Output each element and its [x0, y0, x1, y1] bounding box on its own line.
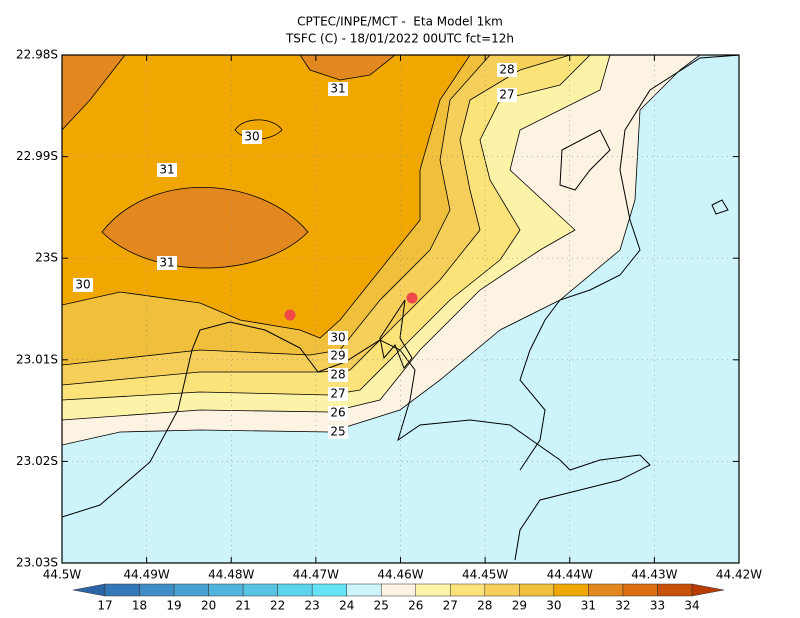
colorbar-swatch — [173, 583, 209, 597]
y-tick-label: 23.01S — [16, 352, 58, 366]
contour-label: 28 — [499, 63, 514, 77]
colorbar-swatch — [277, 583, 313, 597]
colorbar-swatch — [622, 583, 658, 597]
colorbar-label: 27 — [443, 599, 458, 613]
colorbar-label: 25 — [374, 599, 389, 613]
map: 28 27 31 30 31 31 30 30 29 28 27 26 25 — [62, 55, 739, 563]
colorbar-label: 19 — [166, 599, 181, 613]
colorbar-swatch — [346, 583, 382, 597]
colorbar-label: 24 — [339, 599, 354, 613]
colorbar-swatch — [311, 583, 347, 597]
contour-label-bg — [328, 349, 348, 363]
contour-fill — [62, 55, 126, 131]
colorbar-swatch — [208, 583, 244, 597]
colorbar-label: 23 — [305, 599, 320, 613]
colorbar-swatch — [242, 583, 278, 597]
contour-label-bg — [328, 387, 348, 401]
colorbar-swatch — [104, 583, 140, 597]
colorbar-label: 26 — [408, 599, 423, 613]
chart-subtitle: TSFC (C) - 18/01/2022 00UTC fct=12h — [285, 32, 514, 46]
contour-label: 28 — [330, 368, 345, 382]
contour-label-bg — [73, 278, 93, 292]
contour-label: 31 — [330, 82, 345, 96]
colorbar-swatch — [415, 583, 451, 597]
colorbar-swatch — [657, 583, 693, 597]
x-tick-label: 44.45W — [462, 568, 508, 582]
location-marker — [406, 292, 418, 304]
x-tick-label: 44.43W — [631, 568, 677, 582]
x-tick-label: 44.48W — [208, 568, 254, 582]
colorbar-label: 29 — [512, 599, 527, 613]
colorbar-swatch — [450, 583, 486, 597]
x-tick-label: 44.42W — [716, 568, 762, 582]
coastline — [62, 55, 739, 561]
contour-label-bg — [328, 406, 348, 420]
contour-label: 30 — [75, 278, 90, 292]
colorbar-extension — [72, 583, 106, 597]
contour-label: 31 — [159, 256, 174, 270]
contour-label: 27 — [330, 387, 345, 401]
location-marker — [284, 309, 296, 321]
contour-label: 31 — [159, 163, 174, 177]
contour-fill — [299, 55, 396, 81]
y-tick-label: 22.99S — [16, 149, 58, 163]
contour-label-bg — [328, 425, 348, 439]
contour-label: 29 — [330, 349, 345, 363]
contour-label-bg — [328, 331, 348, 345]
colorbar-label: 22 — [270, 599, 285, 613]
chart-title: CPTEC/INPE/MCT - Eta Model 1km — [297, 15, 503, 29]
x-tick-label: 44.5W — [43, 568, 82, 582]
y-tick-label: 22.98S — [16, 48, 58, 62]
colorbar-label: 18 — [132, 599, 147, 613]
colorbar-label: 33 — [650, 599, 665, 613]
contour-label-bg — [157, 163, 177, 177]
contour-label-bg — [242, 130, 262, 144]
y-tick-label: 23.03S — [16, 556, 58, 570]
colorbar-extension — [691, 583, 725, 597]
colorbar-swatch — [519, 583, 555, 597]
contour-label: 30 — [330, 331, 345, 345]
x-tick-label: 44.47W — [293, 568, 339, 582]
x-tick-label: 44.46W — [377, 568, 423, 582]
y-tick-label: 23.02S — [16, 454, 58, 468]
contour-label-bg — [328, 82, 348, 96]
colorbar-swatch — [588, 583, 624, 597]
colorbar-label: 20 — [201, 599, 216, 613]
colorbar-swatch — [553, 583, 589, 597]
contour-label-bg — [497, 63, 517, 77]
colorbar-swatch — [139, 583, 175, 597]
contour-label-bg — [497, 88, 517, 102]
x-tick-label: 44.49W — [124, 568, 170, 582]
colorbar-label: 32 — [615, 599, 630, 613]
colorbar-swatch — [380, 583, 417, 597]
contour-label-bg — [157, 256, 177, 270]
contour-label-bg — [328, 368, 348, 382]
colorbar-label: 31 — [581, 599, 596, 613]
colorbar-label: 21 — [235, 599, 250, 613]
contour-label: 27 — [499, 88, 514, 102]
contour-label: 26 — [330, 406, 345, 420]
colorbar-label: 34 — [684, 599, 699, 613]
colorbar-swatch — [484, 583, 520, 597]
y-tick-label: 23S — [35, 251, 58, 265]
colorbar-label: 28 — [477, 599, 492, 613]
colorbar-label: 30 — [546, 599, 561, 613]
colorbar-label: 17 — [97, 599, 112, 613]
x-tick-label: 44.44W — [547, 568, 593, 582]
contour-label: 25 — [330, 425, 345, 439]
contour-label: 30 — [244, 130, 259, 144]
